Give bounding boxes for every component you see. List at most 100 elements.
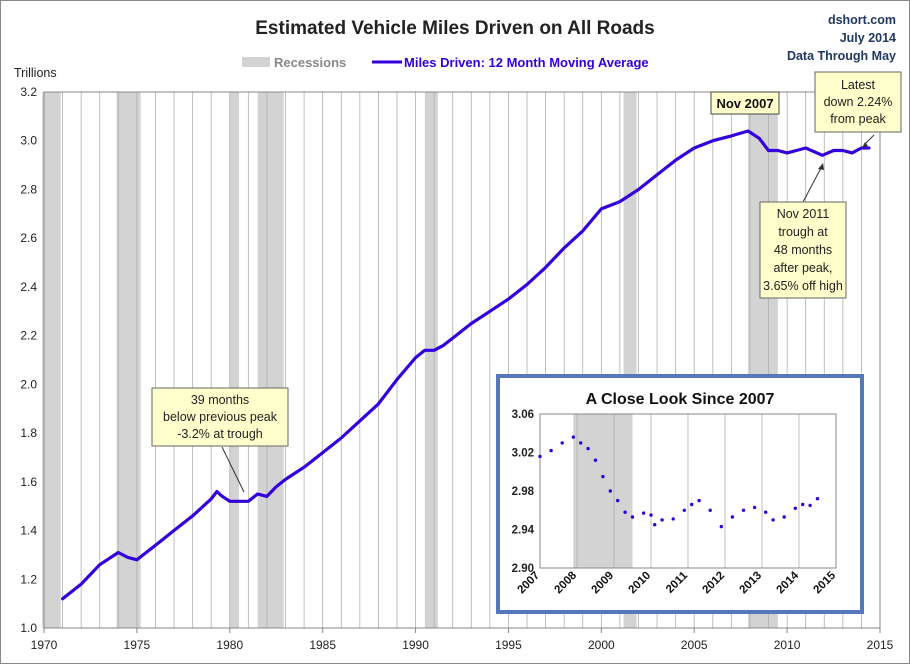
main-x-tick-9: 2015	[867, 638, 894, 652]
main-recession-band-0	[42, 92, 61, 628]
inset-point-31	[815, 497, 820, 501]
callout-nov2011-line4: after peak,	[773, 261, 832, 275]
main-y-tick-9: 2.8	[20, 182, 37, 196]
main-y-tick-5: 2.0	[20, 377, 37, 391]
callout-nov2011-box	[759, 201, 847, 299]
main-series-line	[61, 129, 871, 601]
main-plot-area	[43, 91, 881, 629]
callout-nov2011-line3: 48 months	[774, 243, 832, 257]
inset-point-7	[601, 474, 605, 479]
callout-latest-box	[814, 71, 902, 133]
main-recession-band-2	[229, 92, 240, 628]
inset-plot-area	[539, 413, 837, 569]
inset-point-21	[719, 524, 723, 529]
main-y-tick-10: 3.0	[20, 134, 37, 148]
inset-point-23	[741, 508, 746, 512]
main-y-tick-2: 1.4	[20, 524, 37, 538]
inset-point-3	[571, 435, 575, 439]
main-recession-band-4	[424, 92, 438, 628]
callout-nov2011-trough: Nov 2011 trough at 48 months after peak,…	[759, 163, 847, 299]
callout-nov2011-line2: trough at	[778, 225, 828, 239]
inset-point-20	[708, 508, 712, 512]
callout-latest-line2: down 2.24%	[824, 95, 893, 109]
inset-point-27	[782, 515, 786, 519]
inset-y-tick-2: 2.98	[512, 486, 535, 498]
inset-series-points	[538, 435, 820, 529]
callout-1979-peak: 39 months below previous peak -3.2% at t…	[151, 387, 289, 493]
callout-nov2007: Nov 2007	[710, 91, 780, 115]
inset-y-tick-labels: 2.90 2.94 2.98 3.02 3.06	[512, 409, 535, 575]
inset-point-4	[579, 441, 583, 445]
inset-point-6	[593, 458, 598, 462]
inset-point-22	[730, 515, 735, 519]
main-y-tick-6: 2.2	[20, 329, 37, 343]
main-x-tick-7: 2005	[681, 638, 708, 652]
inset-point-25	[764, 510, 768, 514]
inset-point-18	[690, 502, 694, 507]
callout-nov2011-line1: Nov 2011	[777, 207, 830, 221]
inset-point-16	[671, 517, 675, 521]
inset-point-30	[808, 503, 812, 508]
inset-point-17	[682, 508, 686, 512]
inset-y-tick-3: 3.02	[512, 448, 534, 460]
inset-y-tick-1: 2.94	[512, 525, 535, 537]
main-y-tick-8: 2.6	[20, 231, 37, 245]
main-x-tick-4: 1990	[402, 638, 429, 652]
inset-gridlines	[576, 414, 800, 568]
callout-1979-line3: -3.2% at trough	[177, 427, 263, 441]
main-x-tick-labels: 1970 1975 1980 1985 1990 1995 2000 2005 2010 2015	[31, 628, 894, 652]
inset-point-0	[538, 454, 542, 459]
inset-point-28	[793, 506, 797, 510]
inset-point-24	[752, 505, 757, 510]
callout-latest-line3: from peak	[830, 112, 886, 126]
main-x-tick-6: 2000	[588, 638, 615, 652]
inset-chart: A Close Look Since 2007 2.90 2.94 2.98 3.02…	[496, 374, 864, 614]
callout-1979-line2: below previous peak	[163, 410, 278, 424]
inset-y-tick-0: 2.90	[512, 563, 534, 575]
source-site: dshort.com	[828, 13, 896, 27]
inset-point-11	[630, 515, 635, 519]
callout-nov2007-box	[710, 91, 780, 115]
inset-recession-band-0	[573, 414, 633, 568]
callout-latest: Latest down 2.24% from peak	[814, 71, 902, 148]
inset-point-1	[549, 448, 553, 453]
inset-point-12	[641, 511, 646, 515]
main-x-tick-3: 1985	[309, 638, 336, 652]
inset-y-tick-4: 3.06	[512, 409, 534, 421]
inset-recession-bands	[573, 414, 633, 568]
inset-point-29	[801, 502, 805, 507]
callout-nov2011-pointer	[802, 167, 822, 203]
inset-point-8	[608, 489, 612, 493]
legend-series-label: Miles Driven: 12 Month Moving Average	[404, 55, 649, 70]
main-y-tick-1: 1.2	[20, 572, 37, 586]
inset-point-13	[649, 513, 653, 517]
chart-title: Estimated Vehicle Miles Driven on All Ro…	[255, 18, 654, 39]
main-x-tick-5: 1995	[495, 638, 522, 652]
main-y-tick-labels: 1.0 1.2 1.4 1.6 1.8 2.0 2.2 2.4 2.6 2.8 3.0 3.2	[20, 85, 37, 635]
main-y-tick-3: 1.6	[20, 475, 37, 489]
inset-point-9	[616, 498, 620, 503]
y-axis-label: Trillions	[14, 66, 57, 80]
inset-point-5	[586, 446, 590, 451]
callout-latest-arrowhead	[862, 142, 868, 148]
inset-point-14	[653, 523, 657, 527]
callout-nov2011-arrowhead	[818, 163, 824, 170]
main-x-tick-8: 2010	[774, 638, 801, 652]
inset-title: A Close Look Since 2007	[586, 391, 775, 408]
callout-1979-line1: 39 months	[191, 393, 249, 407]
main-y-tick-11: 3.2	[20, 85, 37, 99]
inset-point-2	[560, 441, 564, 445]
main-x-tick-2: 1980	[216, 638, 243, 652]
callout-1979-box	[151, 387, 289, 447]
inset-point-19	[697, 498, 701, 503]
main-recession-band-3	[257, 92, 284, 628]
main-y-tick-7: 2.4	[20, 280, 37, 294]
main-x-tick-1: 1975	[124, 638, 151, 652]
legend-recessions-label: Recessions	[274, 55, 346, 70]
main-x-tick-0: 1970	[31, 638, 58, 652]
legend-recession-swatch	[242, 57, 270, 67]
inset-point-26	[771, 518, 775, 522]
callout-nov2011-line5: 3.65% off high	[763, 279, 843, 293]
main-y-tick-0: 1.0	[20, 621, 37, 635]
callout-latest-line1: Latest	[841, 78, 876, 92]
